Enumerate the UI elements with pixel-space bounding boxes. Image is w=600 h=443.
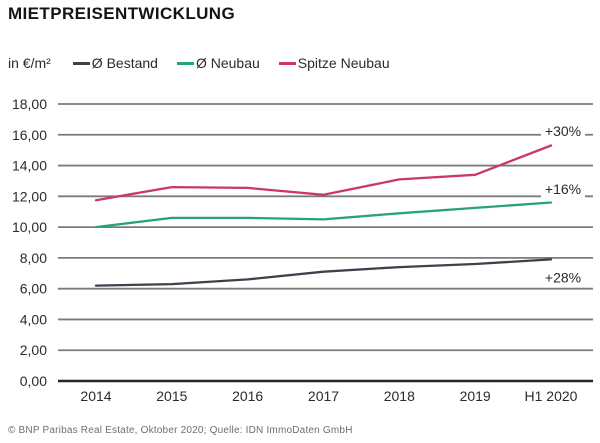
series-change-annotation: +16% — [545, 181, 581, 197]
x-axis-tick-label: 2014 — [80, 388, 111, 404]
x-axis-tick-label: 2017 — [308, 388, 339, 404]
annotation-mask — [541, 122, 585, 140]
y-axis-tick-label: 6,00 — [20, 281, 47, 297]
series-line-neubau — [94, 201, 553, 229]
annotation-mask — [541, 180, 585, 198]
series-line-spitze — [94, 144, 553, 202]
legend-label: Spitze Neubau — [297, 55, 390, 71]
y-axis-tick-label: 4,00 — [20, 311, 47, 327]
legend-item-1: Ø Neubau — [176, 55, 260, 71]
legend-line-swatch — [278, 61, 296, 65]
series-change-annotation: +30% — [545, 123, 581, 139]
legend-label: Ø Neubau — [195, 55, 260, 71]
x-axis-tick-label: 2015 — [156, 388, 187, 404]
legend: Ø Bestand Ø Neubau Spitze Neubau — [72, 55, 390, 71]
legend-line-swatch — [72, 61, 90, 65]
series-change-annotation: +28% — [545, 269, 581, 285]
y-axis-tick-label: 12,00 — [12, 188, 47, 204]
legend-label: Ø Bestand — [91, 55, 158, 71]
y-axis-tick-label: 2,00 — [20, 342, 47, 358]
y-axis-tick-label: 8,00 — [20, 250, 47, 266]
y-axis-tick-label: 18,00 — [12, 96, 47, 112]
x-axis-tick-label: 2019 — [460, 388, 491, 404]
legend-item-2: Spitze Neubau — [278, 55, 390, 71]
unit-label: in €/m² — [8, 55, 51, 71]
y-axis-tick-label: 16,00 — [12, 127, 47, 143]
y-axis-tick-label: 14,00 — [12, 158, 47, 174]
annotation-mask — [541, 268, 585, 286]
source-note: © BNP Paribas Real Estate, Oktober 2020;… — [8, 425, 353, 436]
x-axis-tick-label: 2016 — [232, 388, 263, 404]
legend-line-swatch — [176, 61, 194, 65]
y-axis-tick-label: 10,00 — [12, 219, 47, 235]
chart-title: MIETPREISENTWICKLUNG — [8, 4, 236, 23]
legend-row: in €/m² Ø Bestand Ø Neubau Spitze Neubau — [8, 55, 600, 71]
series-line-bestand — [94, 258, 553, 287]
y-axis-tick-label: 0,00 — [20, 373, 47, 389]
legend-item-0: Ø Bestand — [72, 55, 158, 71]
x-axis-tick-label: H1 2020 — [525, 388, 578, 404]
x-axis-tick-label: 2018 — [384, 388, 415, 404]
